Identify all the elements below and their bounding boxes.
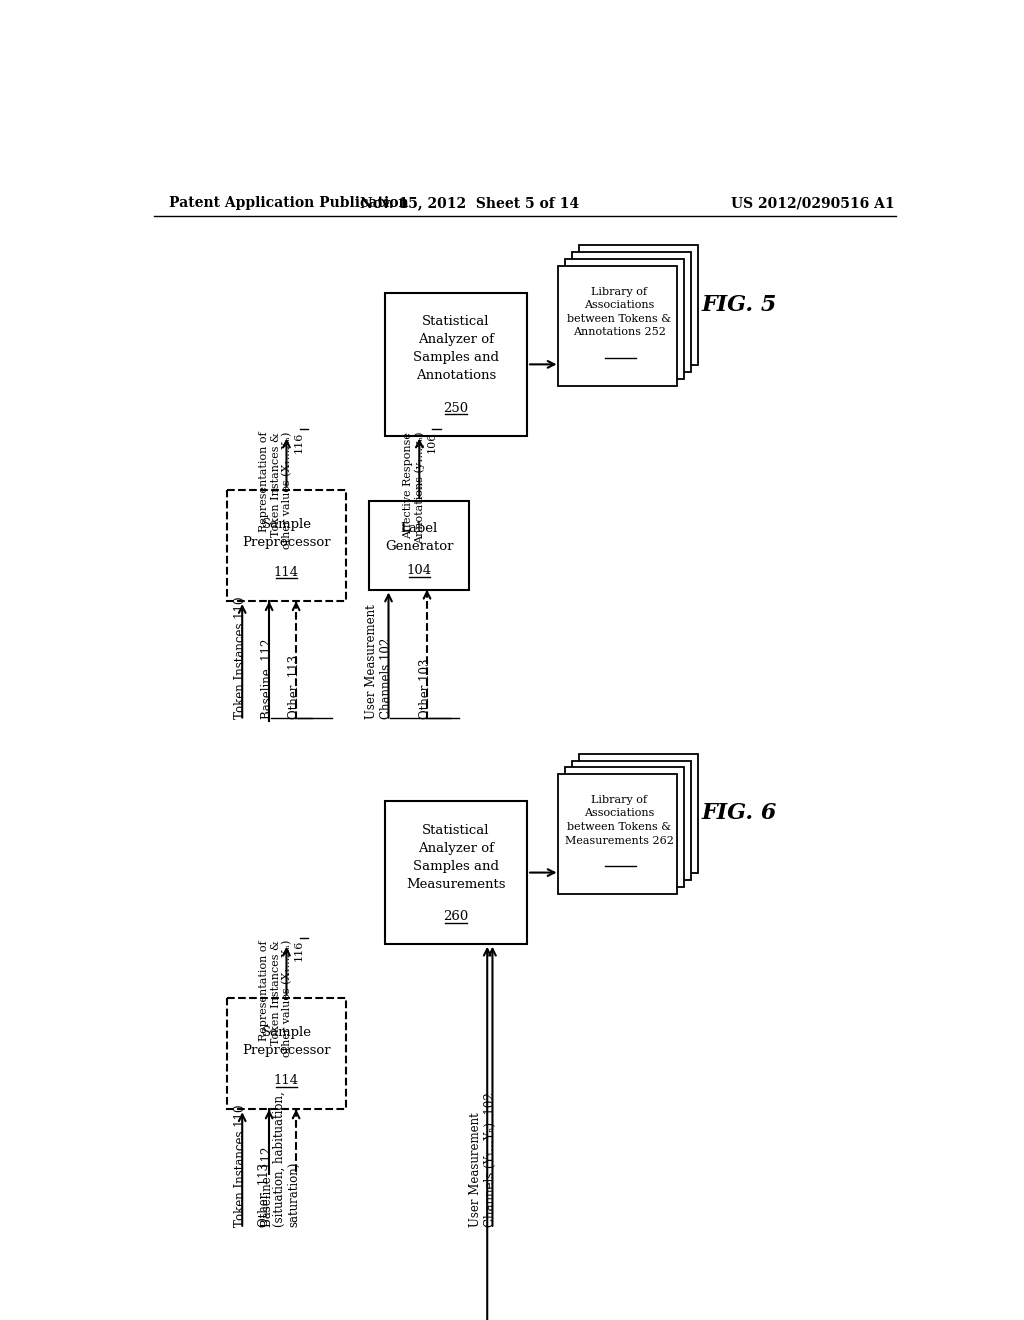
Text: Sample
Preprocessor: Sample Preprocessor — [242, 519, 331, 549]
Text: Library of
Associations
between Tokens &
Measurements 262: Library of Associations between Tokens &… — [564, 795, 674, 846]
Text: 114: 114 — [274, 1074, 299, 1086]
Bar — [385, 801, 527, 944]
Text: Representation of
Token Instances &
other values (X₁...Xₙ): Representation of Token Instances & othe… — [259, 940, 293, 1057]
Text: Token Instances 110: Token Instances 110 — [233, 1105, 247, 1228]
Text: 114: 114 — [274, 566, 299, 578]
Text: Other  113: Other 113 — [288, 655, 301, 719]
Text: Representation of
Token Instances &
other values (X₁...Xₙ): Representation of Token Instances & othe… — [259, 432, 293, 549]
Text: US 2012/0290516 A1: US 2012/0290516 A1 — [731, 197, 895, 210]
Bar — [226, 490, 346, 601]
Text: 106: 106 — [426, 432, 436, 453]
Bar — [565, 259, 684, 379]
Bar — [226, 998, 346, 1109]
Text: Nov. 15, 2012  Sheet 5 of 14: Nov. 15, 2012 Sheet 5 of 14 — [359, 197, 579, 210]
Text: Sample
Preprocessor: Sample Preprocessor — [242, 1027, 331, 1057]
Text: Baseline  112: Baseline 112 — [261, 1147, 273, 1228]
Text: Statistical
Analyzer of
Samples and
Annotations: Statistical Analyzer of Samples and Anno… — [413, 315, 499, 383]
Text: User Measurement
Channels (Y₁...Yₙ)  102: User Measurement Channels (Y₁...Yₙ) 102 — [469, 1093, 497, 1228]
Text: Other  113
(situation, habituation,
saturation): Other 113 (situation, habituation, satur… — [258, 1092, 301, 1228]
Text: Affective Response
Annotations (y₁...yₙ): Affective Response Annotations (y₁...yₙ) — [403, 432, 425, 544]
Text: Baseline  112: Baseline 112 — [261, 639, 273, 719]
Text: Token Instances 110: Token Instances 110 — [233, 597, 247, 719]
Text: Other 103: Other 103 — [419, 659, 432, 719]
Text: 116: 116 — [294, 940, 303, 961]
Text: FIG. 5: FIG. 5 — [701, 294, 776, 315]
Bar — [571, 760, 691, 880]
Text: 250: 250 — [443, 401, 468, 414]
Text: 260: 260 — [443, 909, 469, 923]
Text: Patent Application Publication: Patent Application Publication — [169, 197, 409, 210]
Bar — [579, 754, 698, 873]
Text: User Measurement
Channels 102: User Measurement Channels 102 — [366, 605, 393, 719]
Bar — [571, 252, 691, 372]
Bar — [558, 775, 677, 894]
Bar — [558, 267, 677, 385]
Text: Label
Generator: Label Generator — [385, 523, 454, 553]
Text: FIG. 6: FIG. 6 — [701, 801, 776, 824]
Bar — [579, 246, 698, 364]
Text: Statistical
Analyzer of
Samples and
Measurements: Statistical Analyzer of Samples and Meas… — [407, 824, 506, 891]
Bar — [370, 502, 469, 590]
Text: 116: 116 — [294, 432, 303, 453]
Bar — [385, 293, 527, 436]
Bar — [565, 767, 684, 887]
Text: Library of
Associations
between Tokens &
Annotations 252: Library of Associations between Tokens &… — [567, 286, 671, 338]
Text: 104: 104 — [407, 564, 432, 577]
